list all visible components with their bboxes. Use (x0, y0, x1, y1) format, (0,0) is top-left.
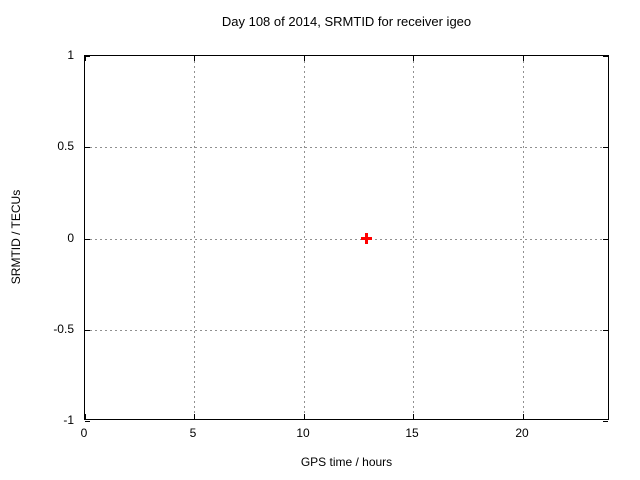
y-tick-label: 1 (67, 48, 74, 62)
y-tick-mark (85, 330, 90, 331)
y-tick-label: 0 (67, 231, 74, 245)
plot-area (84, 55, 609, 422)
x-tick-mark (85, 56, 86, 61)
y-tick-mark (85, 239, 90, 240)
x-gridline (413, 56, 414, 419)
y-tick-label: 0.5 (57, 139, 74, 153)
y-tick-label: -0.5 (53, 322, 74, 336)
x-tick-label: 20 (515, 426, 529, 440)
y-tick-mark (603, 239, 608, 240)
y-tick-mark (603, 330, 608, 331)
chart-title: Day 108 of 2014, SRMTID for receiver ige… (221, 14, 472, 29)
y-tick-mark (85, 147, 90, 148)
x-tick-label: 10 (296, 426, 310, 440)
x-tick-mark (194, 56, 195, 61)
x-tick-label: 5 (189, 426, 197, 440)
data-point-marker (360, 233, 372, 244)
x-tick-mark (413, 56, 414, 61)
marker-v-bar (364, 233, 368, 244)
y-tick-mark (85, 56, 90, 57)
y-tick-mark (85, 421, 90, 422)
x-tick-mark (304, 414, 305, 419)
y-gridline (85, 239, 608, 240)
x-axis-label: GPS time / hours (300, 455, 393, 469)
x-tick-mark (523, 56, 524, 61)
y-tick-mark (603, 421, 608, 422)
x-tick-label: 15 (405, 426, 419, 440)
x-tick-mark (413, 414, 414, 419)
x-tick-mark (304, 56, 305, 61)
y-tick-mark (603, 56, 608, 57)
y-tick-mark (603, 147, 608, 148)
x-gridline (194, 56, 195, 419)
y-gridline (85, 147, 608, 148)
x-tick-mark (85, 414, 86, 419)
x-gridline (304, 56, 305, 419)
x-tick-mark (523, 414, 524, 419)
x-gridline (523, 56, 524, 419)
y-axis-label: SRMTID / TECUs (9, 189, 23, 285)
y-gridline (85, 330, 608, 331)
y-tick-label: -1 (63, 413, 74, 427)
x-tick-mark (194, 414, 195, 419)
x-tick-label: 0 (80, 426, 88, 440)
